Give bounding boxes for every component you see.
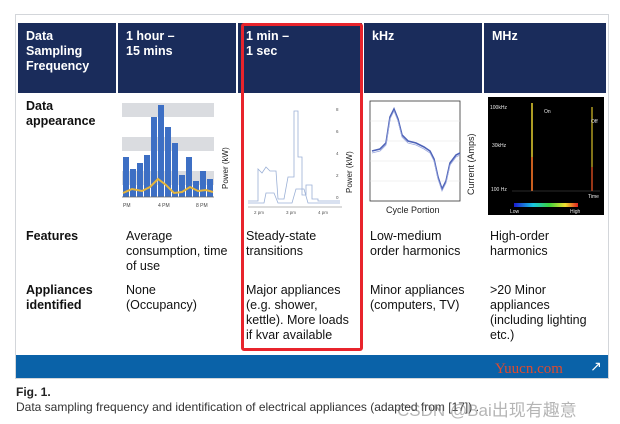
row-label-features: Features [26,229,79,243]
mhz-label-low: Low [510,209,520,215]
mhz-label-off: Off [591,119,598,125]
header-text: kHz [372,29,395,43]
khz-xlabel: Cycle Portion [386,205,440,215]
row-label-text: Appliances [26,283,93,297]
minute-ytick: 6 [336,129,339,134]
header-text: MHz [492,29,518,43]
mhz-label-high: High [570,209,581,215]
slide: Data Sampling Frequency 1 hour – 15 mins… [16,15,608,378]
hourly-tick: 4 PM [158,203,170,209]
header-text: 1 hour – [126,29,175,43]
cell-line: harmonics [490,244,548,258]
appliances-minute: Major appliances (e.g. shower, kettle). … [246,283,349,343]
minute-ylabel: Power (kW) [345,151,354,193]
header-text: 15 mins [126,44,173,58]
header-cell-khz: kHz [364,23,482,93]
header-text: 1 min – [246,29,290,43]
cell-line: (including lighting [490,313,587,327]
khz-harmonics-thumbnail: Cycle Portion Current (Amps) [369,100,476,215]
expand-icon[interactable]: ↗ [590,358,602,374]
cell-line: if kvar available [246,328,333,342]
header-cell-frequency: Data Sampling Frequency [18,23,116,93]
row-label-text: Data [26,99,54,113]
row-label-text: appearance [26,114,96,128]
khz-ylabel: Current (Amps) [466,133,476,195]
minute-ytick: 4 [336,151,339,156]
header-text: 1 sec [246,44,278,58]
row-label-appliances: Appliances identified [26,283,93,313]
cell-line: Low-medium [370,229,442,243]
minute-ytick: 2 [336,173,339,178]
cell-line: consumption, time [126,244,228,258]
mhz-label-on: On [544,109,551,115]
cell-line: (Occupancy) [126,298,197,312]
minute-ytick: 0 [336,195,339,200]
features-minute: Steady-state transitions [246,229,316,259]
mhz-spectrogram-thumbnail: 100kHz 30kHz 100 Hz On Off Time Low High [488,97,604,215]
minute-xtick: 4 pm [318,210,328,215]
watermark-csdn: CSDN @Bai出现有趣意 [397,401,577,420]
row-label-text: identified [26,298,82,312]
features-mhz: High-order harmonics [490,229,549,259]
features-khz: Low-medium order harmonics [370,229,460,259]
header-cell-mhz: MHz [484,23,606,93]
minute-ytick: 8 [336,107,339,112]
hourly-consumption-thumbnail: PM 4 PM 8 PM Power (kW) [120,97,234,215]
mhz-ytick: 30kHz [492,143,507,149]
figure-caption: Data sampling frequency and identificati… [16,400,479,414]
slide-footer-bar: ↗ [16,355,608,378]
cell-line: Minor appliances [370,283,465,297]
cell-line: of use [126,259,161,273]
cell-line: High-order [490,229,550,243]
header-text: Data [26,29,54,43]
features-hourly: Average consumption, time of use [126,229,227,274]
hourly-tick: 8 PM [196,203,208,209]
cell-line: kettle). More loads [246,313,349,327]
header-cell-hour: 1 hour – 15 mins [118,23,236,93]
header-text: Sampling [26,44,83,58]
appliances-hourly: None (Occupancy) [126,283,197,313]
appliances-mhz: >20 Minor appliances (including lighting… [490,283,587,343]
header-cell-minute: 1 min – 1 sec [238,23,362,93]
cell-line: None [126,283,156,297]
minute-xtick: 3 pm [286,210,296,215]
mhz-ytick: 100kHz [490,105,507,111]
hourly-tick: PM [123,203,131,209]
figure-image: Data Sampling Frequency 1 hour – 15 mins… [15,14,609,379]
cell-line: order harmonics [370,244,461,258]
watermark-site: Yuucn.com [495,361,563,377]
cell-line: (computers, TV) [370,298,460,312]
cell-line: Steady-state [246,229,317,243]
cell-line: >20 Minor [490,283,546,297]
row-label-appearance: Data appearance [26,99,95,129]
highlight-box [241,23,363,351]
cell-line: Major appliances [246,283,341,297]
cell-line: appliances [490,298,550,312]
appliances-khz: Minor appliances (computers, TV) [370,283,465,313]
cell-line: transitions [246,244,303,258]
mhz-label-time: Time [588,194,599,200]
figure-label: Fig. 1. [16,385,51,399]
hourly-ylabel: Power (kW) [221,147,230,189]
cell-line: (e.g. shower, [246,298,318,312]
minute-transitions-thumbnail: 2 pm 3 pm 4 pm 8 6 4 2 0 Power (kW) [244,97,358,215]
minute-xtick: 2 pm [254,210,264,215]
header-text: Frequency [26,59,90,73]
cell-line: Average [126,229,173,243]
cell-line: etc.) [490,328,515,342]
mhz-ytick: 100 Hz [491,187,507,193]
